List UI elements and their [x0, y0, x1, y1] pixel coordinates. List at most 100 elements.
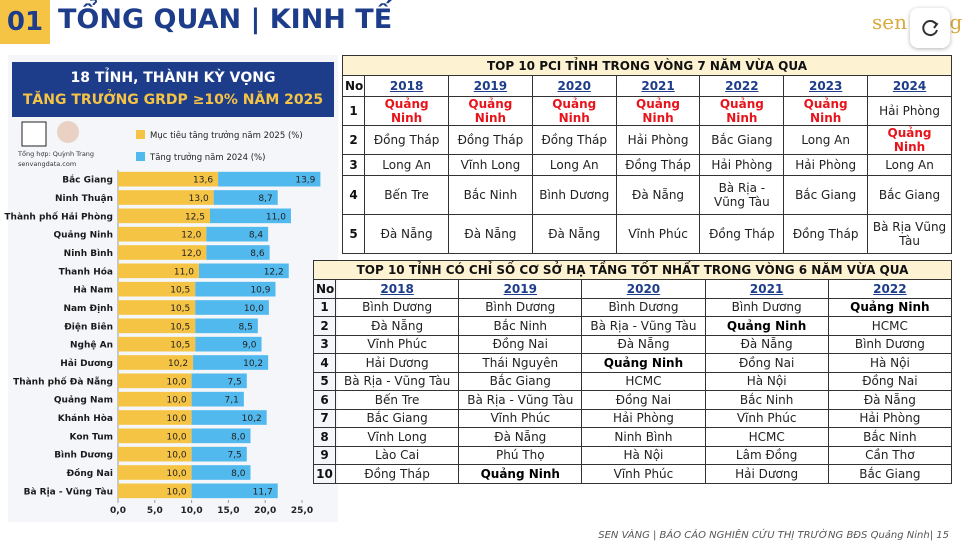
legend-label: Mục tiêu tăng trưởng năm 2025 (%) — [150, 130, 303, 141]
value-label: 7,5 — [227, 377, 241, 387]
value-label: 13,9 — [295, 176, 315, 186]
table-cell: Long An — [867, 154, 952, 176]
x-tick-label: 25,0 — [291, 506, 313, 516]
bar-segment — [118, 391, 192, 407]
table-cell: Bến Tre — [335, 390, 460, 410]
column-header: 2021 — [615, 75, 701, 97]
table-cell: Bà Rịa - Vũng Tàu — [335, 371, 460, 391]
bar-segment — [118, 355, 194, 370]
value-label: 8,5 — [239, 322, 253, 332]
value-label: 10,9 — [250, 286, 270, 296]
value-label: 10,0 — [167, 469, 187, 479]
table: TOP 10 TỈNH CÓ CHỈ SỐ CƠ SỞ HẠ TẦNG TỐT … — [312, 260, 953, 484]
column-header: 2020 — [581, 279, 706, 299]
bar-segment — [118, 226, 207, 242]
value-label: 8,4 — [249, 231, 264, 241]
table-cell: Đồng Nai — [704, 353, 829, 373]
table-cell: Vĩnh Phúc — [335, 334, 460, 354]
value-label: 12,0 — [181, 231, 201, 241]
table-cell: HCMC — [581, 371, 706, 391]
bar-segment — [118, 446, 192, 462]
avatar — [57, 121, 79, 143]
bar-segment — [118, 373, 192, 389]
bar-segment — [191, 428, 251, 444]
table-cell: Lào Cai — [335, 445, 460, 465]
table-cell: Vĩnh Long — [335, 427, 460, 447]
table-cell: Quảng Ninh — [581, 353, 706, 373]
bar-segment — [118, 190, 214, 205]
legend-label: Tăng trưởng năm 2024 (%) — [149, 152, 265, 163]
refresh-button[interactable] — [910, 8, 950, 48]
value-label: 13,0 — [189, 194, 209, 204]
table-cell: Đà Nẵng — [615, 175, 701, 215]
bar-segment — [118, 428, 192, 444]
x-tick-label: 0,0 — [110, 506, 126, 516]
table-cell: Hải Phòng — [867, 96, 952, 126]
table-cell: Thái Nguyên — [458, 353, 583, 373]
table-row: 3 Long An Vĩnh Long Long An Đồng Tháp Hải Phò… — [341, 154, 952, 176]
value-label: 7,1 — [225, 396, 239, 406]
value-label: 10,0 — [167, 451, 187, 461]
table-cell: Hà Nội — [581, 445, 706, 465]
chart-subtitle: TĂNG TRƯỞNG GRDP ≥10% NĂM 2025 — [23, 89, 323, 108]
table-cell: Đồng Nai — [827, 371, 953, 391]
table-cell: Bình Dương — [704, 297, 829, 317]
value-label: 7,5 — [227, 451, 241, 461]
table-cell: HCMC — [704, 427, 829, 447]
table-cell: 5 — [341, 214, 366, 254]
value-label: 8,0 — [231, 432, 246, 442]
y-tick-label: Thành phố Hải Phòng — [4, 211, 113, 222]
table-cell: Long An — [783, 125, 869, 155]
value-label: 13,6 — [193, 176, 213, 186]
table-title: TOP 10 TỈNH CÓ CHỈ SỐ CƠ SỞ HẠ TẦNG TỐT … — [313, 260, 952, 280]
legend-swatch — [136, 130, 145, 139]
table-cell: Quảng Ninh — [531, 96, 617, 126]
value-label: 10,5 — [170, 286, 190, 296]
table-cell: Đồng Tháp — [531, 125, 617, 155]
table-cell: Đà Nẵng — [704, 334, 829, 354]
table-cell: Bình Dương — [827, 334, 953, 354]
bar-segment — [118, 410, 192, 425]
table-cell: Đồng Tháp — [783, 214, 869, 254]
table-title: TOP 10 PCI TỈNH TRONG VÒNG 7 NĂM VỪA QUA — [342, 55, 952, 76]
table-cell: Hà Nội — [704, 371, 829, 391]
y-tick-label: Nam Định — [63, 304, 113, 314]
x-tick-label: 5,0 — [147, 506, 163, 516]
bar-segment — [118, 263, 199, 279]
value-label: 8,7 — [258, 194, 272, 204]
table-cell: Ninh Bình — [581, 427, 706, 447]
table-cell: 1 — [341, 96, 366, 126]
bar-segment — [118, 208, 210, 224]
table-cell: Đồng Tháp — [699, 214, 785, 254]
y-tick-label: Thanh Hóa — [59, 266, 113, 277]
credit: Tổng hợp: Quỳnh Trang — [17, 149, 94, 158]
value-label: 11,7 — [253, 487, 273, 497]
bar-segment — [191, 446, 247, 462]
x-tick-label: 20,0 — [254, 506, 276, 516]
column-header: 2021 — [704, 279, 829, 299]
value-label: 10,5 — [170, 322, 190, 332]
value-label: 9,0 — [242, 341, 257, 351]
value-label: 10,0 — [167, 487, 187, 497]
value-label: 10,2 — [242, 414, 262, 424]
table-title-row: TOP 10 TỈNH CÓ CHỈ SỐ CƠ SỞ HẠ TẦNG TỐT … — [313, 260, 952, 280]
table-cell: Quảng Ninh — [867, 125, 952, 155]
chart: 18 TỈNH, THÀNH KỲ VỌNG TĂNG TRƯỞNG GRDP … — [4, 55, 338, 522]
table-cell: Bắc Giang — [699, 125, 785, 155]
bar-segment — [118, 281, 196, 297]
bar-segment — [210, 208, 291, 224]
bar-segment — [118, 171, 219, 187]
y-tick-label: Ninh Bình — [64, 249, 113, 259]
table-cell: Đồng Tháp — [615, 154, 701, 176]
table-row: 4 Hải Dương Thái Nguyên Quảng Ninh Đồng Nai H… — [312, 353, 953, 373]
table-cell: Bà Rịa - Vũng Tàu — [699, 175, 785, 215]
value-label: 8,0 — [231, 469, 246, 479]
bar-segment — [193, 355, 269, 370]
y-tick-label: Bình Dương — [54, 451, 113, 461]
value-label: 10,0 — [167, 414, 187, 424]
table-cell: Hải Dương — [335, 353, 460, 373]
table-cell: Bắc Giang — [458, 371, 583, 391]
table-cell: Phú Thọ — [458, 445, 583, 465]
table-cell: Bà Rịa - Vũng Tàu — [458, 390, 583, 410]
